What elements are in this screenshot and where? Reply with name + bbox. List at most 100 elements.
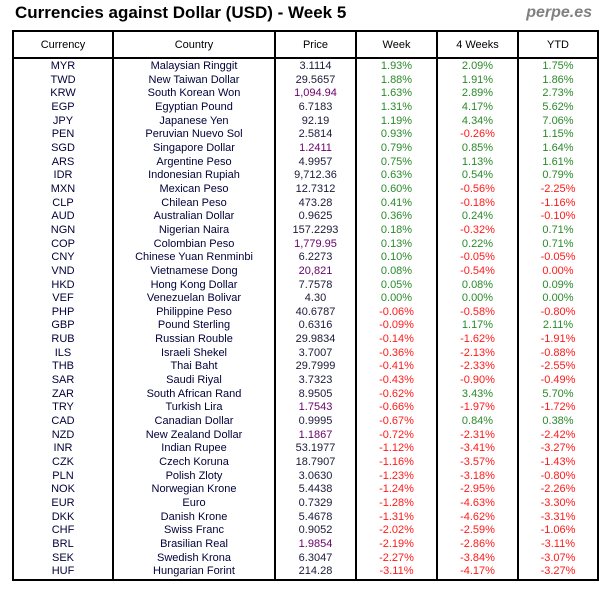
ytd-change: -2.55% (517, 360, 599, 375)
ytd-change: 0.71% (517, 223, 599, 238)
country-name: Pound Sterling (112, 319, 276, 334)
currency-code: EUR (12, 497, 114, 511)
four-week-change: 0.08% (436, 278, 519, 293)
country-name: Saudi Riyal (112, 374, 276, 388)
ytd-change: -1.43% (517, 456, 599, 470)
ytd-change: 5.62% (517, 100, 599, 115)
table-row: SAR Saudi Riyal 3.7323 -0.43% -0.90% -0.49% (12, 374, 599, 388)
currency-code: CNY (12, 251, 114, 265)
table-row: GBP Pound Sterling 0.6316 -0.09% 1.17% 2.11% (12, 319, 599, 334)
price: 6.7183 (274, 100, 357, 115)
table-row: TWD New Taiwan Dollar 29.5657 1.88% 1.91% 1.8… (12, 73, 599, 88)
currency-code: DKK (12, 510, 114, 525)
country-name: Colombian Peso (112, 237, 276, 252)
week-change: 1.63% (355, 87, 438, 101)
ytd-change: 2.11% (517, 319, 599, 334)
currency-code: COP (12, 237, 114, 252)
ytd-change: 7.06% (517, 114, 599, 129)
table-row: KRW South Korean Won 1,094.94 1.63% 2.89% 2.7… (12, 87, 599, 101)
four-week-change: -2.31% (436, 428, 519, 443)
currency-code: VEF (12, 292, 114, 306)
currency-code: AUD (12, 210, 114, 224)
ytd-change: -3.27% (517, 565, 599, 580)
table-row: TRY Turkish Lira 1.7543 -0.66% -1.97% -1.72% (12, 401, 599, 416)
four-week-change: -0.58% (436, 305, 519, 320)
week-change: -0.67% (355, 415, 438, 429)
currency-code: PEN (12, 128, 114, 142)
price: 0.9052 (274, 524, 357, 538)
week-change: 0.41% (355, 196, 438, 211)
country-name: Vietnamese Dong (112, 264, 276, 279)
week-change: 0.08% (355, 264, 438, 279)
currency-code: CZK (12, 456, 114, 470)
currency-code: JPY (12, 114, 114, 129)
country-name: Czech Koruna (112, 456, 276, 470)
country-name: Philippine Peso (112, 305, 276, 320)
ytd-change: -2.26% (517, 483, 599, 497)
country-name: Indonesian Rupiah (112, 169, 276, 183)
header-week: Week (355, 30, 438, 59)
week-change: 1.93% (355, 58, 438, 74)
currency-code: CHF (12, 524, 114, 538)
table-row: HUF Hungarian Forint 214.28 -3.11% -4.17% -3.… (12, 565, 599, 580)
ytd-change: -3.11% (517, 537, 599, 552)
four-week-change: 2.09% (436, 58, 519, 74)
header-country: Country (112, 30, 276, 59)
ytd-change: 1.61% (517, 155, 599, 170)
ytd-change: -0.80% (517, 469, 599, 484)
week-change: -0.14% (355, 333, 438, 347)
table-row: EUR Euro 0.7329 -1.28% -4.63% -3.30% (12, 497, 599, 511)
country-name: Swiss Franc (112, 524, 276, 538)
ytd-change: 0.00% (517, 292, 599, 306)
table-row: INR Indian Rupee 53.1977 -1.12% -3.41% -3.27% (12, 442, 599, 457)
currency-code: IDR (12, 169, 114, 183)
country-name: Chinese Yuan Renminbi (112, 251, 276, 265)
country-name: Egyptian Pound (112, 100, 276, 115)
table-row: SGD Singapore Dollar 1.2411 0.79% 0.85% 1.64% (12, 141, 599, 156)
page-title: Currencies against Dollar (USD) - Week 5 (15, 3, 347, 22)
table-row: NZD New Zealand Dollar 1.1867 -0.72% -2.31% -… (12, 428, 599, 443)
table-row: HKD Hong Kong Dollar 7.7578 0.05% 0.08% 0.09% (12, 278, 599, 293)
week-change: -2.02% (355, 524, 438, 538)
four-week-change: 1.91% (436, 73, 519, 88)
country-name: Chilean Peso (112, 196, 276, 211)
price: 20,821 (274, 264, 357, 279)
week-change: -0.43% (355, 374, 438, 388)
price: 0.7329 (274, 497, 357, 511)
table-row: VND Vietnamese Dong 20,821 0.08% -0.54% 0.00% (12, 264, 599, 279)
table-row: MXN Mexican Peso 12.7312 0.60% -0.56% -2.25% (12, 182, 599, 197)
table-row: PEN Peruvian Nuevo Sol 2.5814 0.93% -0.26% 1.… (12, 128, 599, 142)
country-name: Singapore Dollar (112, 141, 276, 156)
week-change: -1.31% (355, 510, 438, 525)
currency-code: SAR (12, 374, 114, 388)
four-week-change: 0.22% (436, 237, 519, 252)
table-row: EGP Egyptian Pound 6.7183 1.31% 4.17% 5.62% (12, 100, 599, 115)
price: 1,094.94 (274, 87, 357, 101)
price: 4.9957 (274, 155, 357, 170)
price: 9,712.36 (274, 169, 357, 183)
week-change: 1.19% (355, 114, 438, 129)
price: 3.7323 (274, 374, 357, 388)
country-name: South African Rand (112, 387, 276, 402)
currency-code: HKD (12, 278, 114, 293)
currency-code: KRW (12, 87, 114, 101)
four-week-change: 3.43% (436, 387, 519, 402)
price: 29.5657 (274, 73, 357, 88)
country-name: Euro (112, 497, 276, 511)
price: 29.7999 (274, 360, 357, 375)
ytd-change: 1.86% (517, 73, 599, 88)
week-change: -2.27% (355, 551, 438, 566)
country-name: Turkish Lira (112, 401, 276, 416)
four-week-change: 4.34% (436, 114, 519, 129)
currency-code: CLP (12, 196, 114, 211)
country-name: Australian Dollar (112, 210, 276, 224)
header-4-weeks: 4 Weeks (436, 30, 519, 59)
price: 1.2411 (274, 141, 357, 156)
currency-code: ILS (12, 346, 114, 361)
country-name: New Zealand Dollar (112, 428, 276, 443)
country-name: Peruvian Nuevo Sol (112, 128, 276, 142)
four-week-change: -1.97% (436, 401, 519, 416)
week-change: -0.36% (355, 346, 438, 361)
price: 473.28 (274, 196, 357, 211)
four-week-change: -0.05% (436, 251, 519, 265)
